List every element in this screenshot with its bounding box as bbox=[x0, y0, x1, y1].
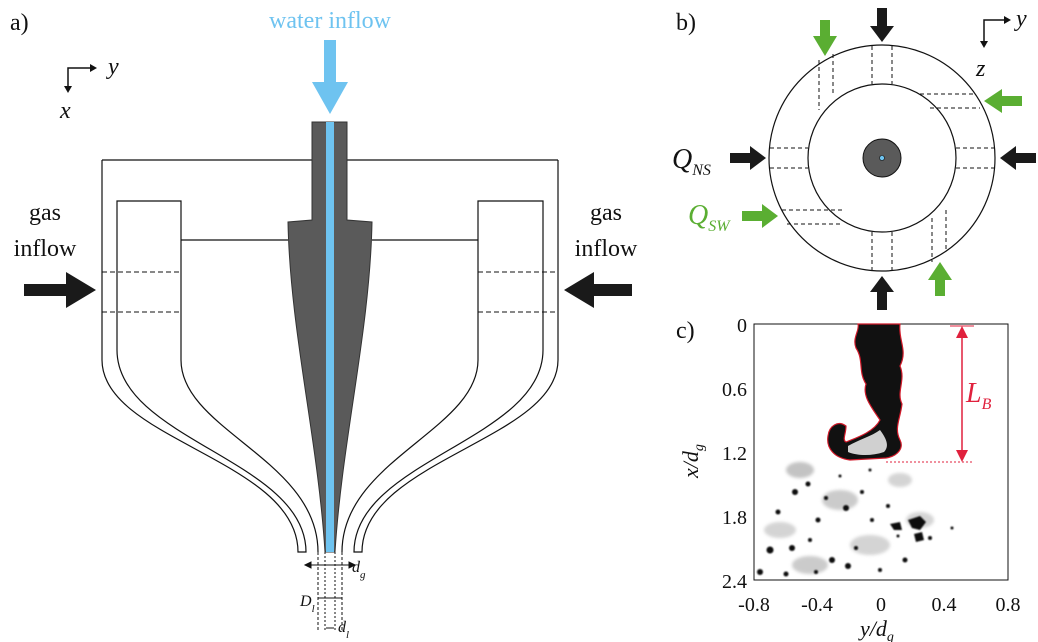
arrow-top bbox=[870, 8, 894, 42]
axis-y-label-b: y bbox=[1014, 6, 1027, 32]
x-tick: 0.8 bbox=[996, 594, 1021, 616]
inlet-channels bbox=[770, 46, 994, 270]
center-water-dot bbox=[879, 155, 885, 161]
dim-dl-label: dl bbox=[338, 619, 349, 641]
dim-dg-label: dg bbox=[352, 559, 366, 581]
gas-inflow-left-line2: inflow bbox=[14, 236, 77, 262]
x-ticks: -0.8 -0.4 0 0.4 0.8 bbox=[738, 594, 1020, 616]
gas-inflow-left-arrow bbox=[24, 272, 96, 308]
dim-Dl-label: Dl bbox=[299, 593, 315, 615]
y-tick: 1.2 bbox=[722, 443, 747, 465]
qsw-arrows bbox=[742, 20, 1022, 296]
arrow-left bbox=[730, 146, 766, 170]
qns-arrows bbox=[730, 8, 1036, 310]
y-tick: 2.4 bbox=[722, 571, 747, 593]
lb-label: LB bbox=[965, 378, 992, 413]
liquid-jet bbox=[827, 323, 904, 461]
swirl-arrow-bottom bbox=[928, 262, 952, 296]
x-tick: 0 bbox=[876, 594, 886, 616]
qns-label: QNS bbox=[672, 144, 711, 179]
swirl-arrow-top bbox=[813, 20, 837, 56]
x-tick: -0.4 bbox=[801, 594, 833, 616]
gas-inflow-right-line2: inflow bbox=[575, 236, 638, 262]
lb-marker bbox=[886, 325, 974, 463]
panel-a-tag: a) bbox=[10, 10, 29, 36]
x-tick: -0.8 bbox=[738, 594, 770, 616]
panel-b-tag: b) bbox=[676, 10, 696, 36]
axis-indicator-a bbox=[64, 64, 97, 93]
inner-ring bbox=[807, 83, 957, 233]
axis-indicator-b bbox=[980, 16, 1011, 48]
outer-ring bbox=[768, 44, 996, 272]
panel-a: a) y x water inflow bbox=[10, 8, 638, 641]
arrow-bottom bbox=[870, 276, 894, 310]
x-tick: 0.4 bbox=[932, 594, 957, 616]
axis-y-label-a: y bbox=[106, 54, 119, 80]
water-inflow-label: water inflow bbox=[269, 8, 392, 34]
arrow-right bbox=[1000, 146, 1036, 170]
y-ticks: 0 0.6 1.2 1.8 2.4 bbox=[722, 315, 747, 593]
droplets bbox=[757, 462, 954, 577]
gas-inflow-left-line1: gas bbox=[29, 200, 61, 226]
panel-b: b) y z bbox=[672, 6, 1036, 310]
swirl-arrow-left bbox=[742, 204, 778, 228]
gas-inflow-right-line1: gas bbox=[590, 200, 622, 226]
panel-c-tag: c) bbox=[676, 318, 695, 344]
gas-inflow-right-arrow bbox=[564, 272, 632, 308]
qsw-label: QSW bbox=[688, 200, 731, 235]
dimension-lines bbox=[303, 552, 357, 632]
y-axis-label: x/dg bbox=[678, 444, 707, 479]
axis-z-label-b: z bbox=[975, 56, 986, 82]
axis-x-label-a: x bbox=[59, 98, 71, 124]
x-axis-label: y/dg bbox=[858, 616, 894, 642]
y-tick: 0.6 bbox=[722, 379, 747, 401]
y-tick: 0 bbox=[737, 315, 747, 337]
water-inflow-arrow bbox=[312, 40, 348, 114]
swirl-arrow-right bbox=[984, 89, 1022, 113]
housing-dashed-lines bbox=[102, 271, 558, 313]
panel-c: c) bbox=[676, 315, 1021, 642]
water-channel bbox=[326, 122, 334, 552]
y-tick: 1.8 bbox=[722, 507, 747, 529]
